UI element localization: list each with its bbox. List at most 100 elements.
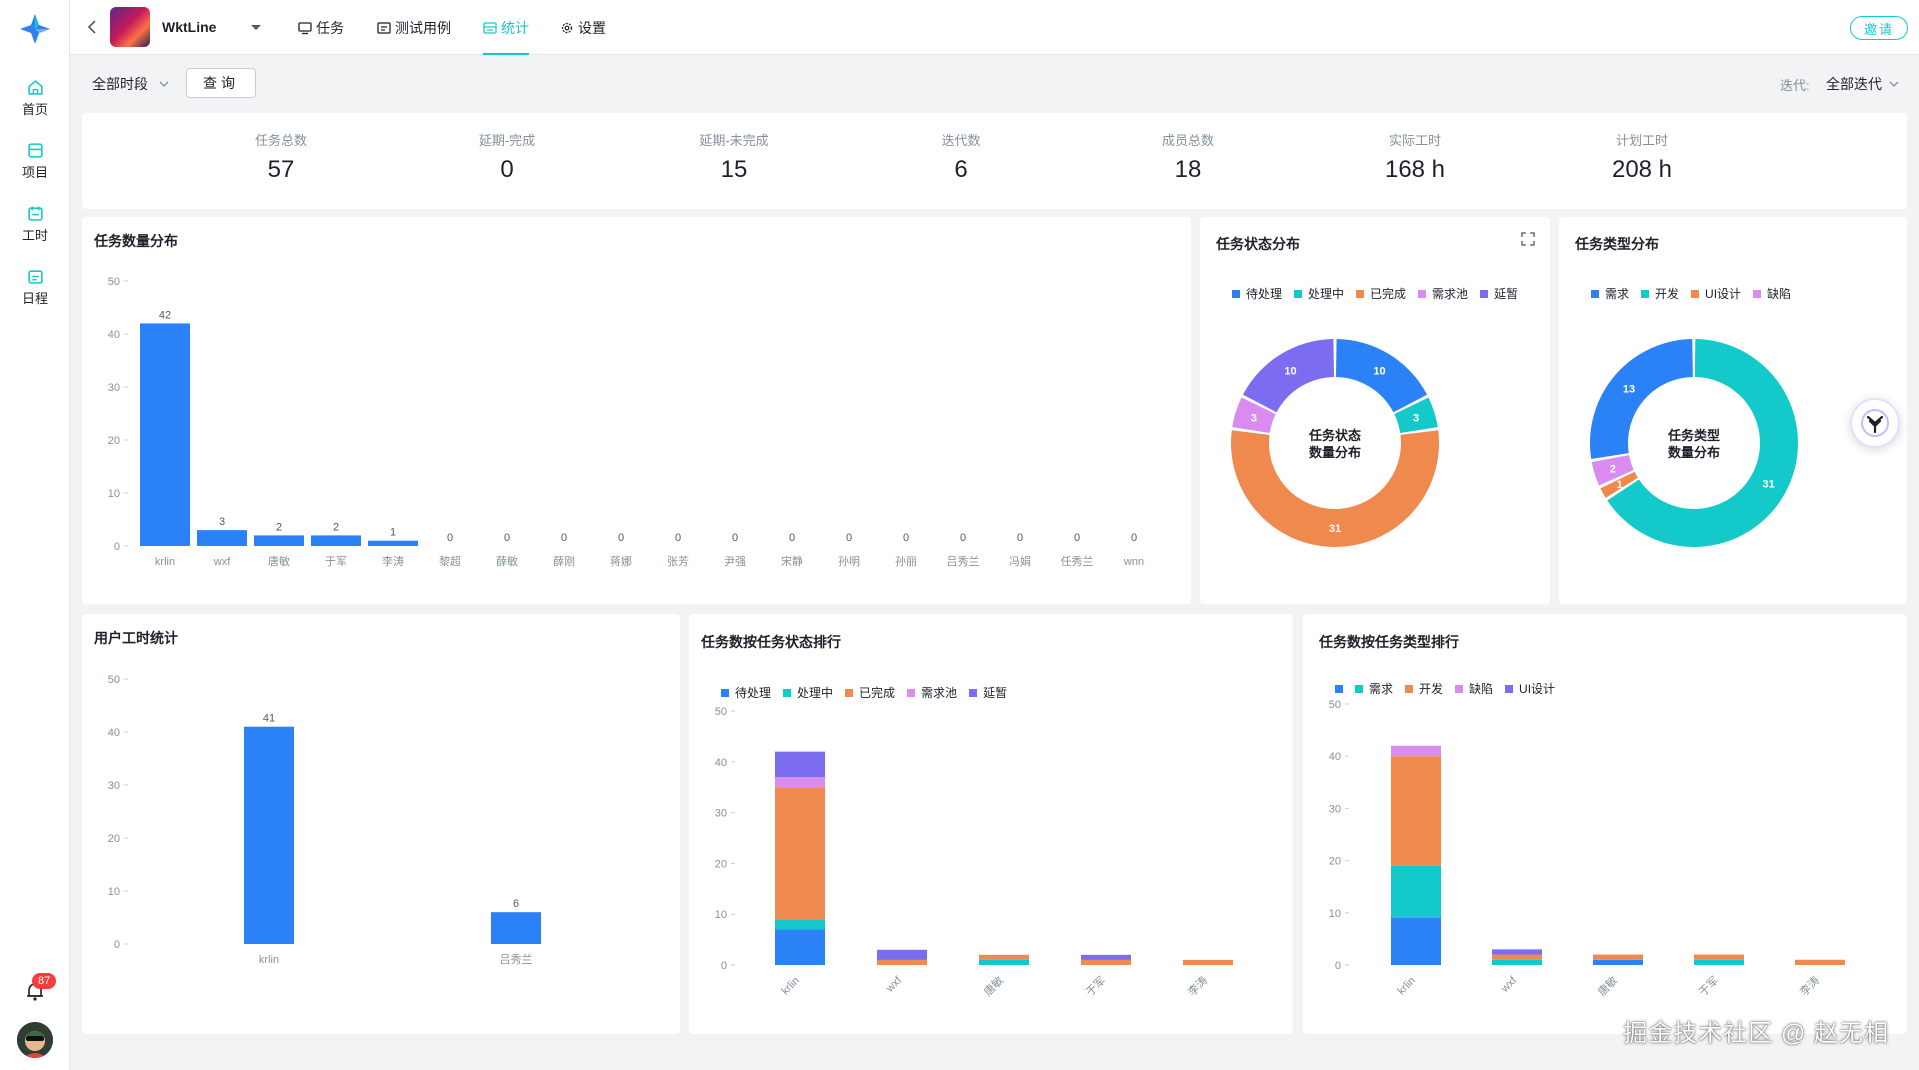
bar [244, 726, 294, 944]
tab-tasks[interactable]: 任务 [298, 0, 344, 55]
legend-item[interactable]: 已完成 [1356, 285, 1406, 302]
legend-swatch [907, 688, 916, 697]
legend-item[interactable] [1335, 680, 1349, 697]
task-status-card: 任务状态分布 待处理 处理中 已完成 需求池 延暂 10 3 31 3 10 任务状态 数量分布 [1200, 217, 1550, 604]
legend-item[interactable]: 缺陷 [1753, 285, 1791, 302]
legend-item[interactable]: 处理中 [1294, 285, 1344, 302]
legend-label: 延暂 [1494, 287, 1519, 301]
legend-item[interactable]: 开发 [1405, 680, 1443, 697]
legend-label: 待处理 [1246, 287, 1283, 301]
chart-legend: 待处理 处理中 已完成 需求池 延暂 [721, 684, 1019, 701]
x-tick-label: 任秀兰 [1061, 555, 1094, 568]
sidebar-item-schedule[interactable]: 日程 [0, 259, 70, 315]
bar-value-label: 0 [1017, 532, 1023, 544]
legend-item[interactable]: 处理中 [783, 684, 833, 701]
expand-icon[interactable] [1520, 231, 1536, 247]
bar [491, 912, 541, 944]
legend-item[interactable]: 需求 [1355, 680, 1393, 697]
legend-swatch [1591, 289, 1599, 298]
rank-type-chart: 0 10 20 30 40 50 krlin wxf 唐敏 于军 李涛 [1329, 699, 1845, 999]
legend-item[interactable]: 已完成 [845, 684, 895, 701]
y-tick-label: 0 [1335, 960, 1341, 972]
assistant-float-button[interactable] [1850, 398, 1900, 448]
legend-item[interactable]: 开发 [1641, 285, 1679, 302]
legend-label: 需求 [1605, 287, 1630, 301]
donut-slice [1231, 430, 1439, 547]
x-tick-label: 宋静 [781, 554, 803, 568]
legend-label: 处理中 [1308, 287, 1345, 301]
rank-type-card: 任务数按任务类型排行 需求 开发 缺陷 UI设计 0 10 20 30 40 50 krlin wx… [1303, 614, 1907, 1034]
bar-value-label: 0 [561, 532, 567, 544]
schedule-icon [27, 269, 43, 284]
back-arrow-icon[interactable] [84, 18, 102, 36]
legend-label: 待处理 [735, 686, 772, 700]
legend-item[interactable]: 待处理 [721, 684, 771, 701]
x-tick-label: 于军 [325, 555, 347, 568]
donut-slice [1600, 471, 1638, 498]
legend-label: 需求池 [921, 686, 958, 700]
legend-item[interactable]: 延暂 [969, 684, 1007, 701]
legend-item[interactable]: 延暂 [1480, 285, 1518, 302]
legend-item[interactable]: 缺陷 [1455, 680, 1493, 697]
top-header: WktLine 任务 测试用例 统计 设置 邀请 [70, 0, 1919, 55]
bar-value-label: 0 [675, 532, 681, 544]
slice-value-label: 3 [1413, 413, 1419, 425]
iteration-select[interactable]: 全部迭代 [1826, 74, 1900, 94]
bar-value-label: 1 [390, 527, 396, 539]
chart-legend: 需求 开发 UI设计 缺陷 [1591, 285, 1803, 302]
legend-swatch [783, 688, 792, 697]
bar-value-label: 0 [789, 532, 795, 544]
sidebar-item-worktime[interactable]: 工时 [0, 196, 70, 252]
sidebar-item-home[interactable]: 首页 [0, 70, 70, 126]
donut-slice [1232, 397, 1276, 433]
bar-segment [775, 929, 825, 965]
legend-item[interactable]: UI设计 [1691, 285, 1741, 302]
y-tick-label: 0 [114, 939, 120, 951]
rank-status-card: 任务数按任务状态排行 待处理 处理中 已完成 需求池 延暂 0 10 20 30 40 50 krl… [689, 614, 1293, 1034]
x-tick-label: wxf [883, 974, 905, 996]
legend-label: 处理中 [797, 686, 834, 700]
bar-value-label: 41 [263, 713, 275, 725]
sidebar-item-label: 工时 [21, 227, 48, 243]
avatar[interactable] [17, 1022, 53, 1058]
y-tick-label: 0 [721, 960, 727, 972]
tab-statistics[interactable]: 统计 [483, 0, 529, 55]
y-tick-label: 50 [1329, 699, 1341, 711]
y-tick-label: 10 [108, 488, 120, 500]
donut-slice [1242, 339, 1335, 413]
y-tick-label: 10 [108, 886, 120, 898]
bar [254, 535, 304, 546]
chart-legend: 待处理 处理中 已完成 需求池 延暂 [1232, 285, 1530, 302]
tab-settings[interactable]: 设置 [560, 0, 606, 55]
bar-segment [979, 954, 1029, 960]
app-logo-icon[interactable] [18, 12, 52, 46]
y-tick-label: 30 [1329, 803, 1341, 815]
bar [140, 323, 190, 546]
bar-segment [1081, 959, 1131, 965]
assistant-icon [1861, 409, 1889, 437]
bar-segment [1593, 954, 1643, 960]
x-tick-label: 蒋娜 [610, 554, 632, 568]
chart-title: 任务数量分布 [94, 233, 178, 249]
bar-segment [877, 959, 927, 965]
time-range-select[interactable]: 全部时段 [92, 74, 170, 94]
x-tick-label: krlin [155, 556, 175, 568]
sidebar-item-project[interactable]: 项目 [0, 133, 70, 189]
caret-down-icon[interactable] [248, 19, 264, 35]
bar-segment [877, 949, 927, 960]
x-tick-label: wxf [1498, 974, 1520, 996]
y-tick-label: 50 [108, 674, 120, 686]
legend-item[interactable]: 需求池 [907, 684, 957, 701]
legend-item[interactable]: 需求 [1591, 285, 1629, 302]
tab-testcases[interactable]: 测试用例 [377, 0, 451, 55]
legend-label: UI设计 [1519, 682, 1556, 696]
legend-item[interactable]: 待处理 [1232, 285, 1282, 302]
project-avatar [110, 7, 150, 47]
bar-value-label: 0 [1131, 532, 1137, 544]
query-button[interactable]: 查询 [186, 68, 256, 98]
slice-value-label: 13 [1623, 383, 1635, 395]
legend-item[interactable]: 需求池 [1418, 285, 1468, 302]
legend-item[interactable]: UI设计 [1505, 680, 1555, 697]
invite-button[interactable]: 邀请 [1850, 16, 1908, 40]
